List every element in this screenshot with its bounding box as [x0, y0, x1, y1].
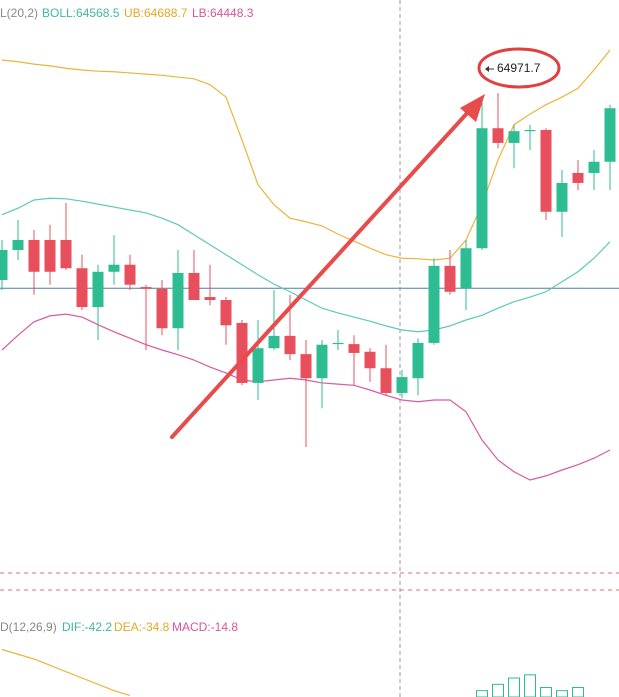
candle-body	[0, 250, 8, 280]
legend-item: DEA:-34.8	[114, 620, 170, 634]
candle-body	[108, 264, 120, 272]
candle-body	[284, 335, 296, 355]
candle-body	[460, 248, 472, 289]
arrow-line	[170, 108, 472, 439]
highlight-circle	[477, 47, 561, 89]
candle-body	[492, 128, 504, 143]
candle-body	[92, 271, 104, 308]
candle-body	[556, 182, 568, 212]
candle-body	[428, 265, 440, 343]
legend: L(20,2) BOLL:64568.5 UB:64688.7 LB:64448…	[0, 6, 254, 634]
candle-body	[332, 342, 344, 345]
candle-body	[348, 344, 360, 353]
arrow-head	[460, 94, 485, 122]
candle-body	[60, 240, 72, 269]
candle-body	[540, 130, 552, 212]
legend-item: UB:64688.7	[124, 6, 188, 20]
candle-body	[300, 354, 312, 379]
band-line	[1, 197, 611, 333]
legend-item: DIF:-42.2	[62, 620, 112, 634]
legend-item: LB:64448.3	[192, 6, 254, 20]
macd-bar	[556, 690, 568, 697]
band-line	[1, 49, 611, 261]
candle-body	[12, 240, 24, 250]
candle-body	[156, 288, 168, 329]
candle-body	[28, 240, 40, 272]
candle-body	[188, 272, 200, 300]
plot-area	[0, 49, 619, 697]
candle-body	[588, 161, 600, 173]
candle-body	[412, 342, 424, 379]
candle-body	[44, 240, 56, 272]
candle-body	[220, 300, 232, 326]
legend-item: D(12,26,9)	[0, 620, 57, 634]
macd-bar	[476, 690, 488, 697]
candle-body	[524, 130, 536, 132]
candle-body	[604, 108, 616, 162]
candle-body	[380, 368, 392, 393]
macd-bar	[508, 677, 520, 697]
candle-body	[508, 131, 520, 143]
candle-body	[76, 268, 88, 308]
macd-bar	[524, 674, 536, 697]
candle-body	[316, 344, 328, 379]
pointer-head	[485, 66, 489, 72]
legend-item: BOLL:64568.5	[42, 6, 120, 20]
candle-body	[572, 172, 584, 183]
annotations: 64971.7	[170, 47, 561, 439]
legend-item: MACD:-14.8	[172, 620, 238, 634]
candle-body	[124, 264, 136, 285]
candle-body	[172, 272, 184, 329]
macd-bar	[492, 683, 504, 697]
candle-body	[444, 265, 456, 292]
macd-bar	[540, 687, 552, 697]
legend-item: L(20,2)	[0, 6, 38, 20]
candle-body	[204, 297, 216, 300]
high-label: 64971.7	[497, 61, 541, 75]
candle-body	[252, 348, 264, 383]
candle-body	[396, 377, 408, 393]
dea-line	[1, 648, 131, 696]
candle-body	[236, 322, 248, 383]
candle-body	[364, 351, 376, 369]
candle-body	[476, 128, 488, 249]
macd-bar	[572, 687, 584, 697]
candle-body	[140, 287, 152, 289]
candle-body	[268, 335, 280, 349]
